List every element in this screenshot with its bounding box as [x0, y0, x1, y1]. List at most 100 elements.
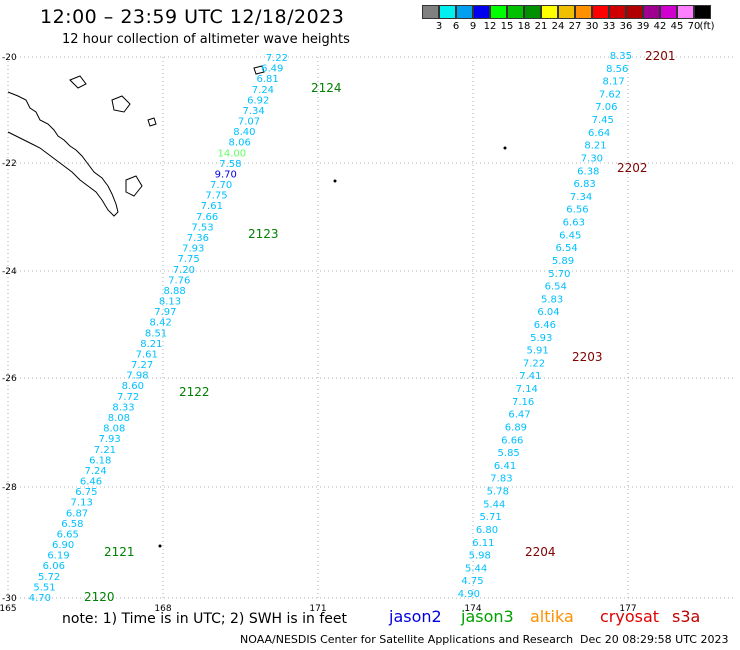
swh-value: 7.76 [168, 275, 190, 286]
islet-4 [253, 65, 265, 75]
coastline [7, 65, 507, 548]
swh-value: 6.92 [247, 95, 269, 106]
swh-value: 8.06 [229, 138, 251, 149]
color-bar-labels: 3 6 9 12 15 18 21 24 27 30 33 36 39 42 45 70 (ft) [422, 21, 740, 35]
swh-value: 6.83 [574, 179, 596, 190]
swh-value: 5.44 [465, 563, 487, 574]
swh-value: 5.85 [498, 448, 520, 459]
time-label: 2124 [311, 81, 342, 95]
time-label: 2201 [645, 49, 676, 63]
swh-value: 6.65 [57, 529, 79, 540]
swh-value: 5.44 [483, 499, 505, 510]
swh-value: 8.56 [606, 64, 628, 75]
color-bar-label: 33 [602, 21, 616, 32]
satellite-legend-item: s3a [672, 607, 701, 626]
swh-value: 6.18 [89, 455, 111, 466]
swh-value: 8.40 [233, 127, 255, 138]
time-label: 2202 [617, 161, 648, 175]
swh-value: 7.07 [238, 117, 260, 128]
swh-value: 6.90 [52, 540, 74, 551]
swh-value: 7.97 [154, 307, 176, 318]
swh-value: 5.91 [526, 346, 548, 357]
swh-value: 7.53 [191, 222, 213, 233]
swh-value: 7.27 [131, 360, 153, 371]
time-label: 2120 [84, 590, 115, 604]
swh-value: 8.21 [584, 141, 606, 152]
color-swatch [592, 5, 609, 19]
islet-8 [158, 544, 162, 548]
color-swatch [660, 5, 677, 19]
swh-value: 7.22 [523, 358, 545, 369]
swh-value: 7.83 [490, 474, 512, 485]
swh-value: 7.24 [252, 85, 274, 96]
swh-value: 8.88 [163, 286, 185, 297]
swh-value: 7.30 [581, 153, 603, 164]
grid-lines [7, 56, 735, 599]
swh-value: 7.36 [187, 233, 209, 244]
swh-value: 5.89 [552, 256, 574, 267]
swh-value: 7.93 [98, 434, 120, 445]
generated-date: Dec 20 08:29:58 UTC 2023 [580, 633, 729, 646]
islet-7 [503, 146, 507, 150]
color-bar-label: 36 [619, 21, 633, 32]
swh-value: 5.78 [487, 487, 509, 498]
swh-value: 8.21 [140, 339, 162, 350]
swh-value: 6.46 [80, 477, 102, 488]
swh-value: 6.47 [508, 410, 530, 421]
swh-value: 6.81 [256, 74, 278, 85]
color-bar-label: 21 [534, 21, 548, 32]
swh-value: 7.61 [136, 349, 158, 360]
swh-value: 8.13 [159, 297, 181, 308]
swh-value: 7.66 [196, 212, 218, 223]
swh-value: 6.41 [494, 461, 516, 472]
swh-value: 6.45 [559, 230, 581, 241]
time-label: 2203 [572, 350, 603, 364]
time-label: 2122 [179, 385, 210, 399]
color-bar-label: 24 [551, 21, 565, 32]
swh-value: 8.08 [108, 413, 130, 424]
swh-value: 7.62 [599, 89, 621, 100]
swh-value: 6.80 [476, 525, 498, 536]
swh-value: 7.72 [117, 392, 139, 403]
swh-value: 5.93 [530, 333, 552, 344]
x-tick-label: 174 [464, 604, 481, 614]
swh-value: 6.56 [566, 205, 588, 216]
swh-value: 8.17 [602, 77, 624, 88]
swh-value: 7.58 [219, 159, 241, 170]
swh-value: 6.58 [61, 519, 83, 530]
x-tick-label: 168 [154, 604, 171, 614]
satellite-legend-item: cryosat [600, 607, 660, 626]
swh-value: 6.54 [545, 282, 567, 293]
swh-value: 8.08 [103, 424, 125, 435]
swh-value: 7.75 [177, 254, 199, 265]
swh-value: 8.60 [122, 381, 144, 392]
islet-1 [69, 75, 87, 89]
swh-value: 7.70 [210, 180, 232, 191]
swh-value: 6.11 [472, 538, 494, 549]
swh-value: 9.70 [215, 169, 237, 180]
satellite-legend-item: altika [530, 607, 574, 626]
swh-value: 5.70 [548, 269, 570, 280]
swh-value: 6.06 [43, 561, 65, 572]
y-tick-label: -20 [2, 53, 17, 63]
swh-value: 7.41 [519, 371, 541, 382]
swh-value: 5.98 [469, 551, 491, 562]
satellite-legend-item: jason3 [461, 607, 514, 626]
swh-value: 7.22 [266, 53, 288, 64]
time-label: 2121 [104, 545, 135, 559]
swh-value: 6.64 [588, 128, 610, 139]
swh-value: 8.33 [112, 402, 134, 413]
x-tick-label: 171 [309, 604, 326, 614]
swh-value: 7.61 [201, 201, 223, 212]
swh-value: 6.89 [505, 422, 527, 433]
swh-value: 8.51 [145, 328, 167, 339]
swh-value: 7.34 [570, 192, 592, 203]
color-swatch [456, 5, 473, 19]
swh-value: 7.98 [126, 371, 148, 382]
y-tick-label: -24 [2, 267, 17, 277]
swh-value: 6.46 [534, 320, 556, 331]
color-swatch [473, 5, 490, 19]
color-swatch [694, 5, 711, 19]
swh-value: 6.63 [563, 218, 585, 229]
